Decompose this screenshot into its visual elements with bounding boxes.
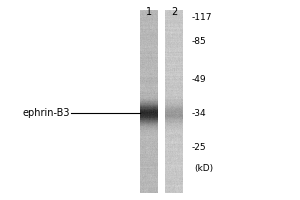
Text: -25: -25 xyxy=(192,142,207,152)
Text: ephrin-B3: ephrin-B3 xyxy=(22,108,70,118)
Text: -34: -34 xyxy=(192,108,207,117)
Text: (kD): (kD) xyxy=(194,164,213,172)
Text: -49: -49 xyxy=(192,75,207,84)
Text: 2: 2 xyxy=(171,7,177,17)
Text: 1: 1 xyxy=(146,7,152,17)
Text: -117: -117 xyxy=(192,14,212,22)
Text: -85: -85 xyxy=(192,38,207,46)
